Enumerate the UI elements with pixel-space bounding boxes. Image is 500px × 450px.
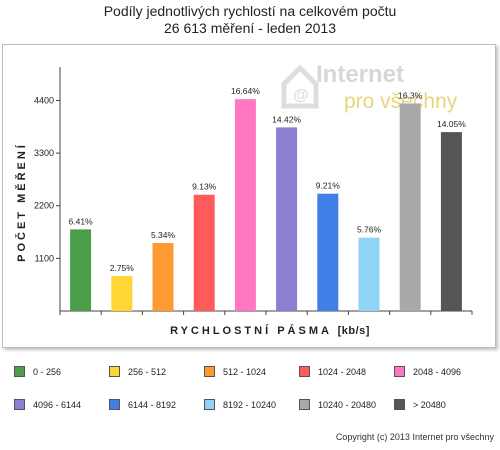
y-tick-label: 3300 bbox=[34, 148, 54, 158]
legend-label: 2048 - 4096 bbox=[413, 366, 462, 377]
legend-label: 1024 - 2048 bbox=[318, 366, 367, 377]
legend-label: 0 - 256 bbox=[33, 366, 62, 377]
bar-7 bbox=[358, 237, 380, 311]
chart-title: Podíly jednotlivých rychlostí na celkové… bbox=[103, 3, 397, 19]
bar-8 bbox=[399, 103, 421, 311]
data-label-4: 16.64% bbox=[231, 86, 260, 96]
legend-swatch bbox=[109, 399, 120, 410]
x-axis-label-text: RYCHLOSTNÍ PÁSMA bbox=[170, 325, 332, 337]
legend-item-1: 256 - 512 bbox=[109, 366, 166, 377]
watermark-logo: @ Internet pro všechny bbox=[280, 58, 490, 116]
legend-label: 256 - 512 bbox=[128, 366, 167, 377]
y-tick-label: 1100 bbox=[35, 253, 54, 263]
legend-item-5: 4096 - 6144 bbox=[14, 399, 81, 410]
legend: 0 - 256 256 - 512 512 - 1024 1024 - 2048 204… bbox=[14, 366, 494, 416]
legend-swatch bbox=[204, 399, 215, 410]
bars bbox=[70, 99, 462, 311]
legend-item-9: > 20480 bbox=[394, 399, 446, 410]
legend-swatch bbox=[109, 366, 120, 377]
bar-5 bbox=[276, 127, 298, 311]
legend-swatch bbox=[394, 366, 405, 377]
data-label-7: 5.76% bbox=[357, 225, 382, 235]
legend-swatch bbox=[14, 399, 25, 410]
legend-item-8: 10240 - 20480 bbox=[299, 399, 376, 410]
legend-swatch bbox=[14, 366, 25, 377]
bar-1 bbox=[111, 275, 133, 311]
svg-text:@: @ bbox=[293, 87, 309, 104]
data-label-2: 5.34% bbox=[151, 230, 176, 240]
bar-0 bbox=[70, 229, 92, 311]
house-icon: @ bbox=[281, 64, 319, 109]
legend-item-2: 512 - 1024 bbox=[204, 366, 266, 377]
x-axis-label: RYCHLOSTNÍ PÁSMA [kb/s] bbox=[60, 325, 480, 337]
bar-6 bbox=[317, 193, 339, 311]
legend-item-4: 2048 - 4096 bbox=[394, 366, 461, 377]
data-label-6: 9.21% bbox=[316, 181, 341, 191]
legend-swatch bbox=[299, 399, 310, 410]
bar-3 bbox=[193, 194, 215, 311]
data-label-1: 2.75% bbox=[110, 263, 135, 273]
legend-label: 6144 - 8192 bbox=[128, 399, 177, 410]
y-tick-label: 2200 bbox=[34, 201, 54, 211]
legend-swatch bbox=[394, 399, 405, 410]
bar-4 bbox=[234, 99, 256, 311]
legend-item-7: 8192 - 10240 bbox=[204, 399, 276, 410]
x-axis-label-unit: [kb/s] bbox=[337, 325, 370, 337]
legend-item-6: 6144 - 8192 bbox=[109, 399, 176, 410]
data-label-5: 14.42% bbox=[272, 114, 301, 124]
y-axis-label: POČET MĚŘENÍ bbox=[16, 142, 28, 262]
bar-9 bbox=[440, 132, 462, 311]
y-ticks: 1100 2200 3300 4400 bbox=[34, 95, 60, 263]
data-label-3: 9.13% bbox=[192, 182, 217, 192]
data-label-9: 14.05% bbox=[437, 119, 466, 129]
legend-label: 4096 - 6144 bbox=[33, 399, 82, 410]
legend-label: 512 - 1024 bbox=[223, 366, 267, 377]
data-label-0: 6.41% bbox=[69, 216, 94, 226]
legend-item-3: 1024 - 2048 bbox=[299, 366, 366, 377]
legend-label: 10240 - 20480 bbox=[318, 399, 377, 410]
x-ticks bbox=[59, 311, 473, 315]
legend-swatch bbox=[299, 366, 310, 377]
data-labels: 6.41% 2.75% 5.34% 9.13% 16.64% 14.42% 9.21% 5.7… bbox=[69, 86, 467, 273]
legend-label: 8192 - 10240 bbox=[223, 399, 277, 410]
watermark-line2: pro všechny bbox=[344, 90, 458, 113]
bar-chart: 1100 2200 3300 4400 6.41% 2.75% 5.34% 9.13% 16.… bbox=[34, 67, 473, 315]
data-label-8: 16.3% bbox=[398, 90, 423, 100]
legend-item-0: 0 - 256 bbox=[14, 366, 61, 377]
y-tick-label: 4400 bbox=[34, 95, 54, 105]
legend-label: > 20480 bbox=[413, 399, 446, 410]
legend-swatch bbox=[204, 366, 215, 377]
copyright: Copyright (c) 2013 Internet pro všechny bbox=[335, 432, 494, 442]
bar-2 bbox=[152, 243, 174, 311]
chart-subtitle: 26 613 měření - leden 2013 bbox=[163, 20, 336, 36]
watermark-line1: Internet bbox=[316, 61, 404, 88]
